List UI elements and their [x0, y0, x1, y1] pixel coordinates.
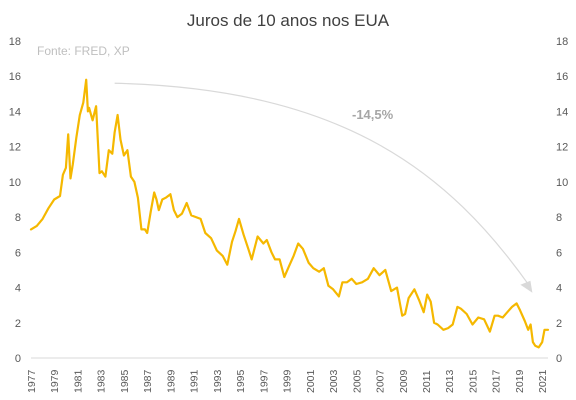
x-tick-label: 2015 [467, 369, 479, 393]
y-tick-left: 14 [9, 106, 21, 118]
y-tick-left: 16 [9, 71, 21, 83]
y-tick-right: 6 [556, 247, 562, 259]
x-tick-label: 2017 [491, 369, 503, 393]
chart-title: Juros de 10 anos nos EUA [187, 11, 390, 30]
x-tick-label: 1985 [119, 369, 131, 393]
y-tick-right: 16 [556, 71, 568, 83]
x-tick-label: 1997 [258, 369, 270, 393]
x-tick-label: 1989 [165, 369, 177, 393]
x-tick-label: 1977 [26, 369, 38, 393]
x-tick-label: 1979 [49, 369, 61, 393]
trend-arrow [114, 82, 530, 287]
x-tick-label: 2005 [351, 369, 363, 393]
x-tick-label: 2009 [398, 369, 410, 393]
x-tick-label: 1991 [189, 369, 201, 393]
x-tick-label: 2001 [305, 369, 317, 393]
y-tick-right: 14 [556, 106, 568, 118]
x-tick-label: 1995 [235, 369, 247, 393]
y-tick-left: 10 [9, 177, 21, 189]
y-tick-left: 6 [15, 247, 21, 259]
y-tick-right: 0 [556, 353, 562, 365]
x-tick-label: 1981 [72, 369, 84, 393]
source-note: Fonte: FRED, XP [37, 44, 130, 58]
x-tick-label: 2011 [421, 370, 433, 393]
y-tick-left: 12 [9, 142, 21, 154]
y-tick-left: 4 [15, 283, 21, 295]
right-y-axis: 0 2 4 6 8 10 12 14 16 18 [556, 36, 568, 365]
y-tick-left: 0 [15, 353, 21, 365]
y-tick-left: 2 [15, 318, 21, 330]
series-line [29, 78, 550, 349]
y-tick-left: 8 [15, 212, 21, 224]
y-tick-left: 18 [9, 36, 21, 48]
x-tick-label: 2007 [375, 369, 387, 393]
x-tick-label: 1987 [142, 369, 154, 393]
y-tick-right: 8 [556, 212, 562, 224]
y-tick-right: 2 [556, 318, 562, 330]
y-tick-right: 12 [556, 142, 568, 154]
y-tick-right: 4 [556, 283, 562, 295]
trend-annotation: -14,5% [352, 107, 394, 122]
x-tick-label: 2019 [514, 369, 526, 393]
x-tick-label: 2003 [328, 369, 340, 393]
x-tick-label: 1999 [282, 369, 294, 393]
x-tick-label: 2013 [444, 369, 456, 393]
x-axis: 1977 1979 1981 1983 1985 1987 1989 1991 1993 1995… [26, 369, 549, 393]
trend-arrowhead [520, 280, 533, 293]
x-tick-label: 2021 [537, 369, 549, 393]
y-tick-right: 18 [556, 36, 568, 48]
x-tick-label: 1983 [96, 369, 108, 393]
y-tick-right: 10 [556, 177, 568, 189]
x-tick-label: 1993 [212, 369, 224, 393]
left-y-axis: 0 2 4 6 8 10 12 14 16 18 [9, 36, 21, 365]
